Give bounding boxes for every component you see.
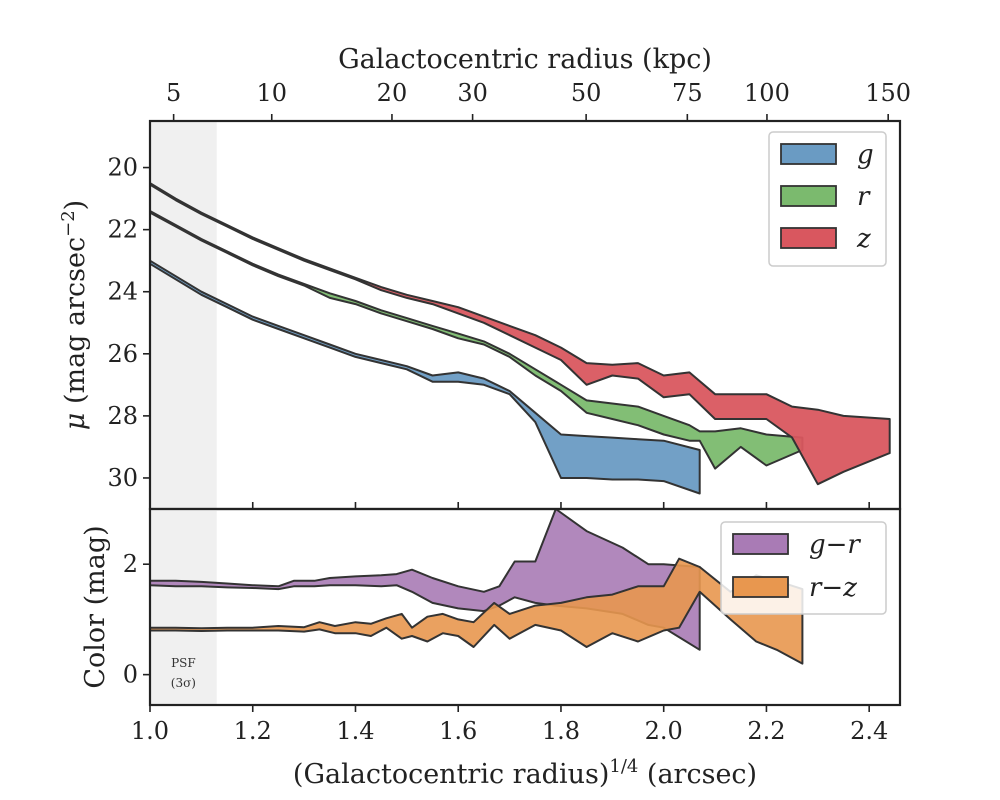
x-tick-label-2.4: 2.4 [850, 717, 888, 745]
y-tick-label-30: 30 [107, 464, 138, 492]
legend-label-g-minus-r: g−r [809, 530, 861, 560]
xlabel-text: (Galactocentric radius) [293, 759, 609, 790]
x-tick-label-1.0: 1.0 [131, 717, 169, 745]
kpc-tick-label-50: 50 [571, 79, 602, 107]
bottom-x-axis-ticks: 1.0 1.2 1.4 1.6 1.8 2.0 2.2 2.4 [131, 705, 888, 745]
surface-brightness-areas [149, 182, 891, 495]
top-x-axis-ticks [149, 502, 870, 509]
bottom-legend: g−r r−z [720, 521, 887, 615]
x-tick-label-1.2: 1.2 [234, 717, 272, 745]
x-tick-label-1.8: 1.8 [542, 717, 580, 745]
series-area-r [149, 210, 804, 470]
x-tick-label-2.0: 2.0 [645, 717, 683, 745]
x-tick-label-2.2: 2.2 [747, 717, 785, 745]
kpc-tick-label-30: 30 [457, 79, 488, 107]
surface-brightness-panel: 20 22 24 26 28 30 5 10 20 30 50 75 100 150 Galactoce… [58, 44, 911, 511]
kpc-tick-label-150: 150 [865, 79, 911, 107]
series-area-g [149, 259, 701, 495]
bottom-panel-frame [148, 507, 902, 707]
kpc-axis-ticks: 5 10 20 30 50 75 100 150 [166, 79, 911, 121]
ylabel-mu: μ [60, 413, 91, 431]
color-y-tick-label-0: 0 [123, 661, 138, 689]
kpc-tick-label-100: 100 [744, 79, 790, 107]
psf-sublabel: (3σ) [171, 676, 196, 690]
bottom-y-axis-ticks: 02 [123, 550, 150, 689]
psf-shaded-region-top [150, 121, 217, 509]
series-area-z [149, 182, 891, 486]
y-tick-label-20: 20 [107, 154, 138, 182]
kpc-axis-title: Galactocentric radius (kpc) [338, 44, 712, 75]
psf-label: PSF [171, 656, 196, 670]
legend-swatch-z [780, 227, 837, 249]
legend-label-z: z [856, 224, 871, 254]
x-tick-label-1.6: 1.6 [439, 717, 477, 745]
xlabel-sup: 1/4 [609, 756, 638, 777]
kpc-tick-label-5: 5 [166, 79, 181, 107]
y-tick-label-26: 26 [107, 340, 138, 368]
legend-label-r: r [857, 182, 871, 212]
y-tick-label-28: 28 [107, 402, 138, 430]
legend-swatch-g [780, 143, 837, 165]
legend-label-r-minus-z: r−z [809, 573, 857, 603]
psf-shaded-region-bottom [150, 509, 217, 705]
xlabel-close: (arcsec) [638, 759, 757, 790]
legend-swatch-r-minus-z [732, 576, 789, 598]
x-axis-title: (Galactocentric radius)1/4 (arcsec) [293, 756, 757, 790]
kpc-tick-label-20: 20 [377, 79, 408, 107]
series-area-r-minus-z [149, 557, 804, 665]
color-panel: PSF (3σ) 02 1.0 1.2 1.4 1.6 1.8 2.0 2.2 2.4 (Ga… [80, 507, 902, 790]
kpc-tick-label-10: 10 [256, 79, 287, 107]
legend-swatch-r [780, 185, 837, 207]
surface-brightness-axis-title: μ (mag arcsec−2) [58, 200, 91, 430]
color-axis-title: Color (mag) [80, 525, 111, 688]
ylabel-text: (mag arcsec [60, 237, 91, 413]
color-areas [149, 508, 804, 665]
kpc-tick-label-75: 75 [672, 79, 703, 107]
top-legend: grz [768, 131, 887, 267]
legend-label-g: g [857, 140, 874, 170]
top-y-axis-ticks: 20 22 24 26 28 30 [107, 154, 150, 492]
series-area-g-minus-r [149, 508, 701, 651]
x-tick-label-1.4: 1.4 [336, 717, 374, 745]
color-y-tick-label-2: 2 [123, 550, 138, 578]
ylabel-close: ) [60, 200, 91, 211]
y-tick-label-24: 24 [107, 278, 138, 306]
ylabel-sup: −2 [58, 210, 79, 237]
y-tick-label-22: 22 [107, 216, 138, 244]
legend-swatch-g-minus-r [732, 533, 789, 555]
